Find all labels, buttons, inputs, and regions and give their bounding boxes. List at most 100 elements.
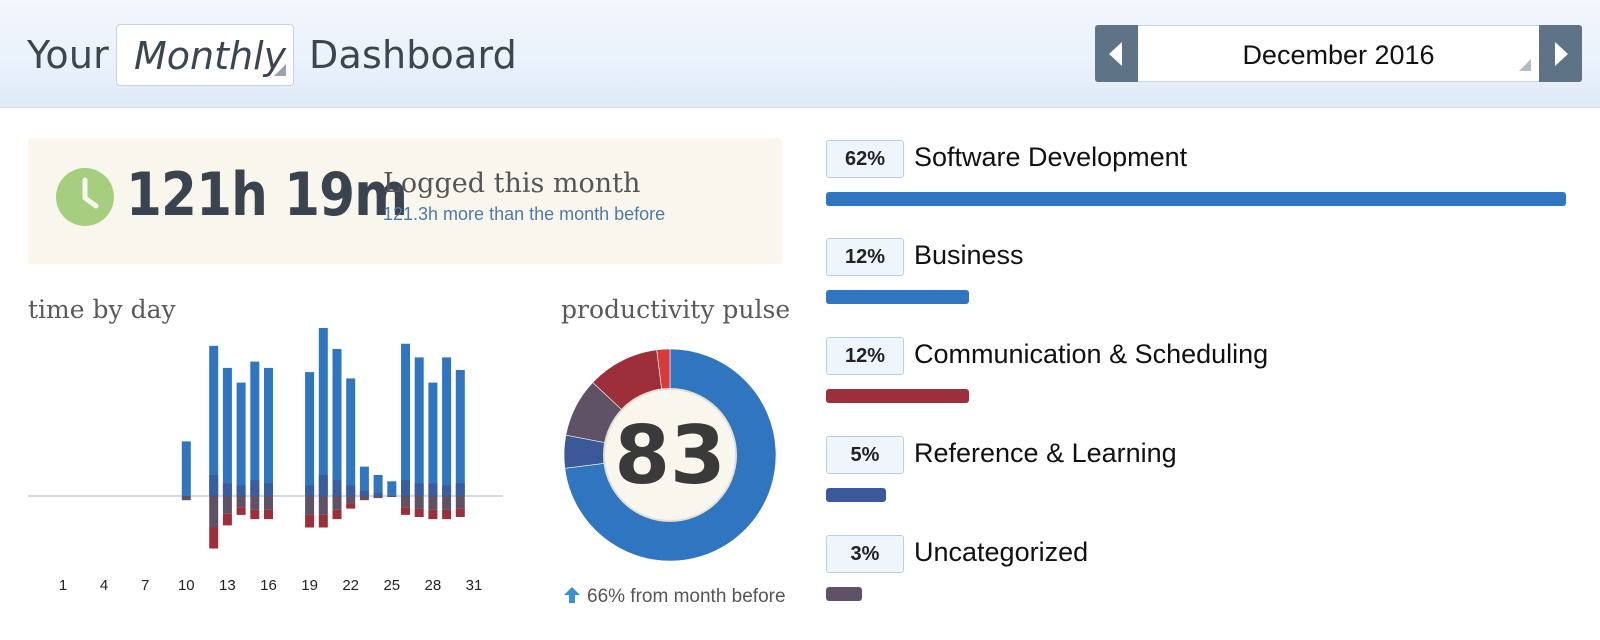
- distracting-segment: [401, 496, 410, 508]
- category-item[interactable]: 12% Business: [826, 236, 1581, 316]
- x-tick-label: 28: [425, 577, 442, 594]
- category-item[interactable]: 12% Communication & Scheduling: [826, 335, 1581, 415]
- category-percent-badge: 5%: [826, 436, 904, 474]
- distracting-segment: [222, 496, 232, 514]
- neutral-segment: [401, 480, 410, 496]
- pulse-score: 83: [614, 409, 725, 502]
- productive-segment: [442, 357, 452, 496]
- category-percent-badge: 12%: [826, 238, 904, 276]
- day-bar: [442, 357, 452, 520]
- distracting-segment: [442, 496, 452, 510]
- day-bar: [428, 382, 438, 520]
- category-item[interactable]: 3% Uncategorized: [826, 533, 1581, 613]
- category-item[interactable]: 5% Reference & Learning: [826, 434, 1581, 514]
- x-tick-label: 7: [141, 577, 149, 594]
- distracting-segment: [346, 496, 356, 504]
- x-tick-label: 10: [178, 577, 195, 594]
- productive-segment: [401, 343, 410, 496]
- productivity-pulse-donut[interactable]: 83: [560, 345, 780, 565]
- chevron-right-icon: [1555, 42, 1568, 66]
- day-bar: [346, 378, 356, 509]
- distracting-segment: [236, 496, 246, 508]
- day-bar: [387, 481, 397, 498]
- distracting-segment: [414, 496, 424, 509]
- period-select-value: Monthly: [134, 34, 287, 78]
- period-select[interactable]: Monthly: [116, 24, 294, 86]
- category-bar: [826, 389, 970, 403]
- day-bar: [305, 372, 315, 528]
- very-distracting-segment: [414, 508, 424, 517]
- month-select-value: December 2016: [1242, 40, 1435, 70]
- day-bar: [414, 357, 424, 517]
- category-bar: [826, 192, 1566, 206]
- neutral-segment: [428, 483, 438, 496]
- neutral-segment: [264, 483, 273, 496]
- previous-month-button[interactable]: [1095, 25, 1138, 82]
- distracting-segment: [209, 496, 219, 528]
- title-prefix: Your: [27, 33, 109, 77]
- neutral-segment: [222, 483, 232, 496]
- category-name: Communication & Scheduling: [914, 339, 1269, 369]
- productive-segment: [209, 345, 219, 496]
- day-bar: [359, 466, 369, 501]
- distracting-segment: [250, 496, 260, 510]
- logged-time-value: 121h 19m: [126, 160, 408, 230]
- pulse-center: [603, 388, 737, 522]
- category-bar: [826, 290, 970, 304]
- logged-time-comparison[interactable]: 121.3h more than the month before: [383, 204, 666, 224]
- day-bar: [236, 382, 246, 515]
- x-tick-label: 31: [466, 577, 483, 594]
- x-tick-label: 25: [383, 577, 400, 594]
- title-suffix: Dashboard: [309, 33, 517, 77]
- time-by-day-chart[interactable]: 1 4 7 10 13 16 19 22 25 28 31: [28, 320, 518, 610]
- chevron-left-icon: [1109, 42, 1122, 66]
- select-arrow-icon: [274, 64, 286, 76]
- x-tick-label: 1: [59, 577, 67, 594]
- distracting-segment: [428, 496, 438, 510]
- category-percent-badge: 62%: [826, 140, 904, 178]
- distracting-segment: [387, 496, 397, 498]
- x-tick-label: 19: [301, 577, 318, 594]
- day-bar: [373, 475, 383, 499]
- x-tick-label: 4: [100, 577, 108, 594]
- neutral-segment: [455, 483, 465, 496]
- next-month-button[interactable]: [1539, 25, 1582, 82]
- month-select[interactable]: December 2016: [1138, 25, 1539, 82]
- neutral-segment: [346, 485, 356, 496]
- distracting-segment: [181, 496, 191, 500]
- neutral-segment: [332, 480, 342, 496]
- very-distracting-segment: [264, 509, 273, 520]
- category-bar: [826, 587, 862, 601]
- very-distracting-segment: [305, 514, 315, 528]
- category-name: Business: [914, 240, 1024, 270]
- very-distracting-segment: [332, 509, 342, 520]
- category-bar: [826, 488, 886, 502]
- clock-icon: [56, 168, 114, 226]
- neutral-segment: [318, 475, 328, 496]
- very-distracting-segment: [401, 507, 410, 515]
- distracting-segment: [264, 496, 273, 510]
- distracting-segment: [305, 496, 315, 515]
- very-distracting-segment: [236, 507, 246, 515]
- distracting-segment: [359, 496, 369, 500]
- x-tick-label: 13: [219, 577, 236, 594]
- productive-segment: [428, 382, 438, 496]
- distracting-segment: [373, 496, 383, 499]
- neutral-segment: [305, 485, 315, 496]
- neutral-segment: [236, 485, 246, 496]
- day-bar: [318, 328, 328, 528]
- productive-segment: [264, 367, 273, 496]
- logged-time-card: 121h 19m Logged this month 121.3h more t…: [28, 138, 782, 264]
- logged-time-label: Logged this month: [383, 168, 641, 199]
- productive-segment: [305, 372, 315, 496]
- category-name: Reference & Learning: [914, 438, 1177, 468]
- arrow-up-icon: [564, 587, 580, 603]
- distracting-segment: [455, 496, 465, 509]
- neutral-segment: [250, 480, 260, 496]
- productive-segment: [181, 441, 191, 496]
- day-bar: [209, 345, 219, 549]
- day-bar: [250, 361, 260, 520]
- day-bar: [455, 370, 465, 517]
- category-item[interactable]: 62% Software Development: [826, 138, 1581, 218]
- neutral-segment: [359, 490, 369, 496]
